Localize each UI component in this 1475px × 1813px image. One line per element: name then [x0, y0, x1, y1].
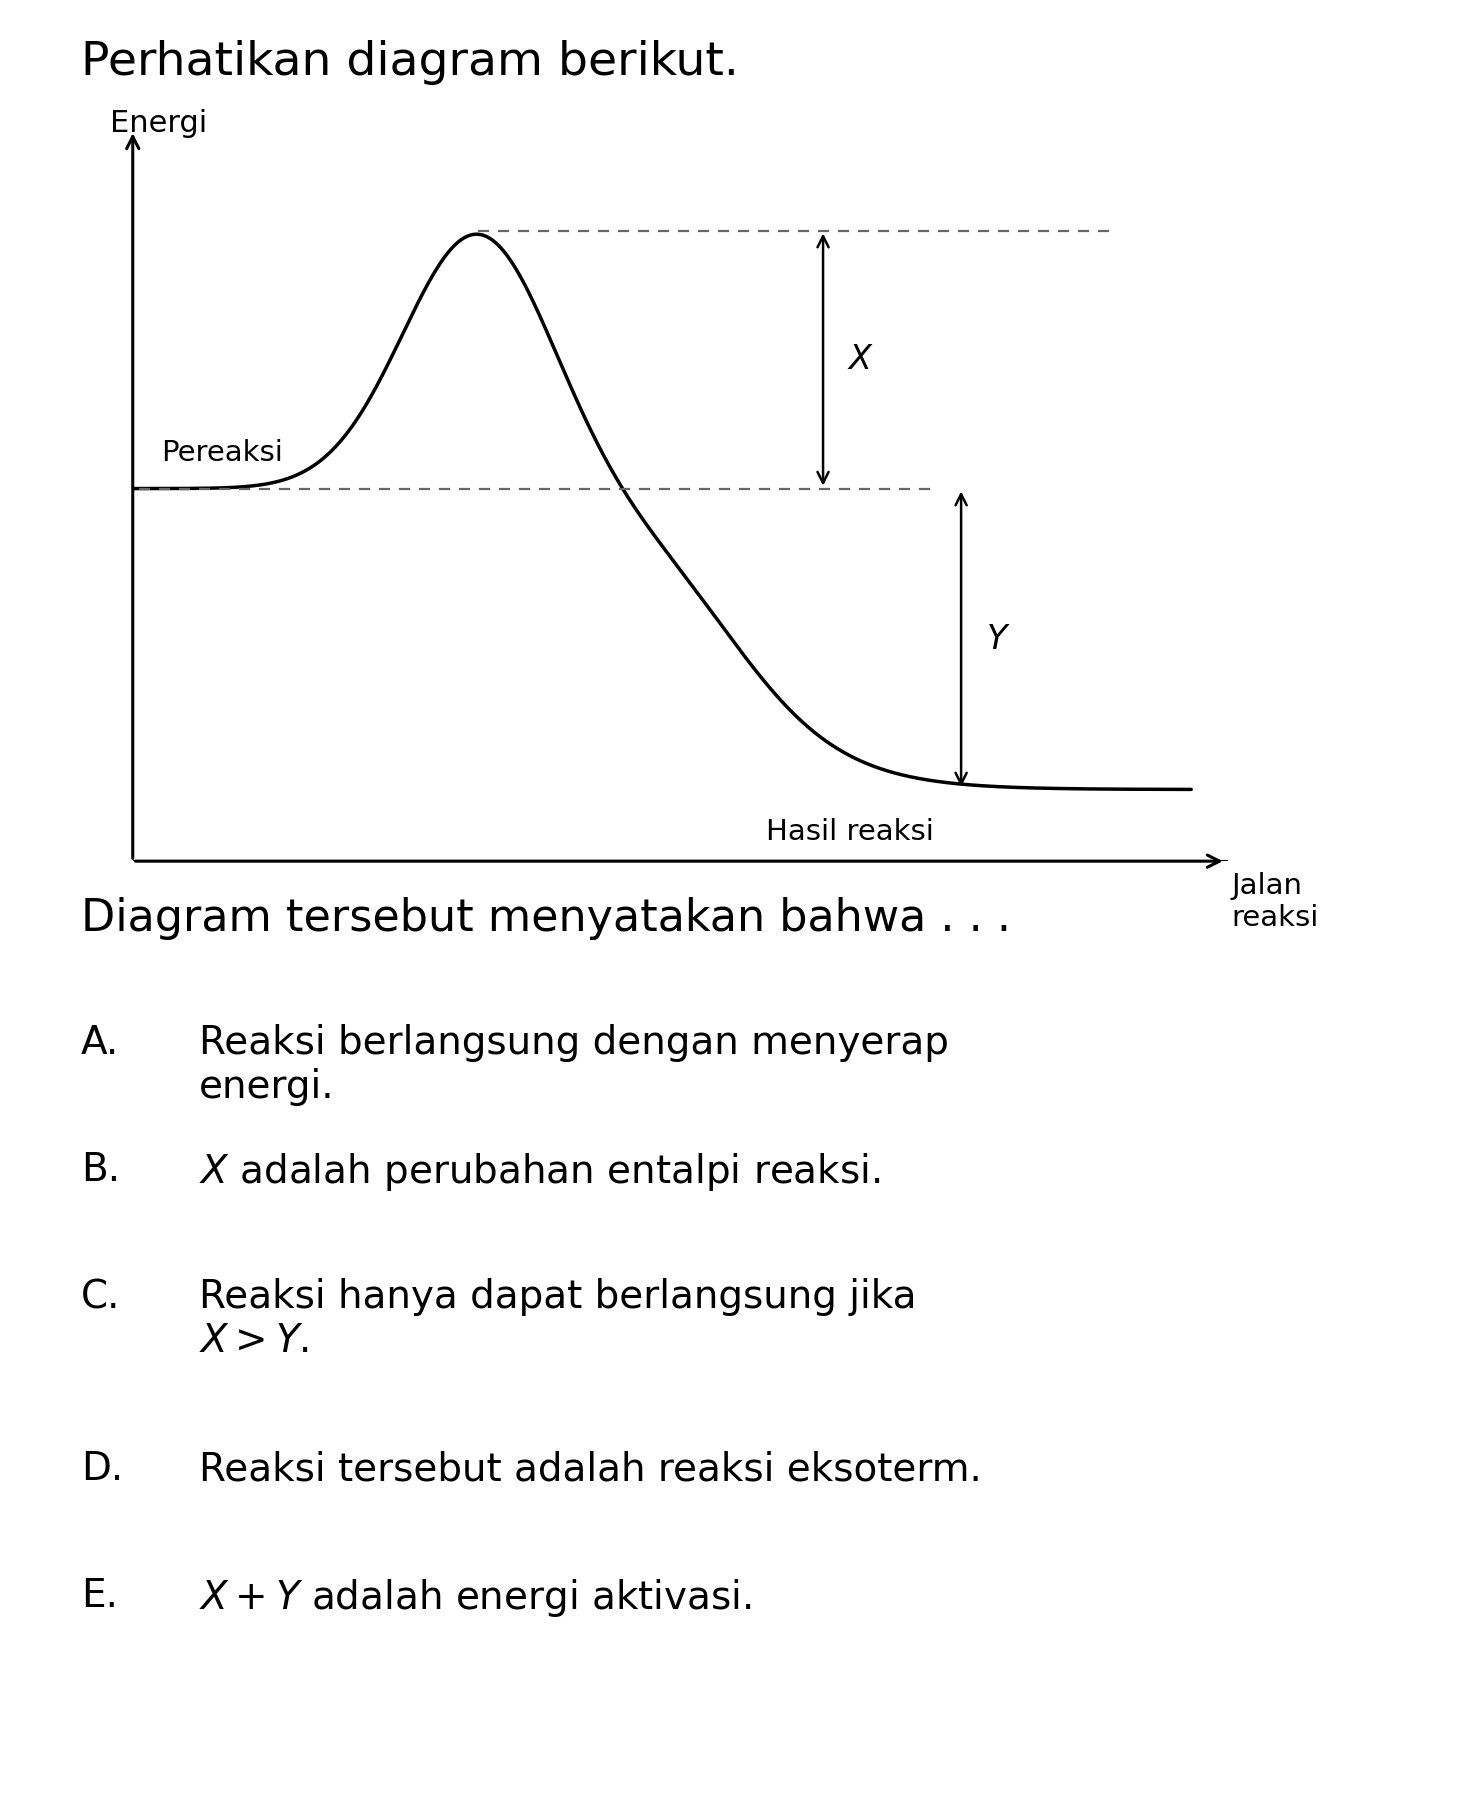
Text: E.: E. — [81, 1577, 118, 1615]
Text: X: X — [848, 343, 872, 375]
Text: $X$ adalah perubahan entalpi reaksi.: $X$ adalah perubahan entalpi reaksi. — [199, 1151, 881, 1193]
Text: Reaksi berlangsung dengan menyerap
energi.: Reaksi berlangsung dengan menyerap energ… — [199, 1024, 948, 1106]
Text: B.: B. — [81, 1151, 121, 1189]
Text: Energi: Energi — [109, 109, 206, 138]
Text: Reaksi hanya dapat berlangsung jika
$X > Y.$: Reaksi hanya dapat berlangsung jika $X >… — [199, 1278, 916, 1360]
Text: Diagram tersebut menyatakan bahwa . . .: Diagram tersebut menyatakan bahwa . . . — [81, 897, 1012, 941]
Text: A.: A. — [81, 1024, 119, 1062]
Text: Perhatikan diagram berikut.: Perhatikan diagram berikut. — [81, 40, 739, 85]
Text: Jalan
reaksi: Jalan reaksi — [1232, 872, 1319, 932]
Text: D.: D. — [81, 1450, 124, 1488]
Text: $X + Y$ adalah energi aktivasi.: $X + Y$ adalah energi aktivasi. — [199, 1577, 752, 1619]
Text: Y: Y — [987, 622, 1007, 656]
Text: Reaksi tersebut adalah reaksi eksoterm.: Reaksi tersebut adalah reaksi eksoterm. — [199, 1450, 982, 1488]
Text: Hasil reaksi: Hasil reaksi — [766, 818, 934, 847]
Text: Pereaksi: Pereaksi — [162, 439, 283, 468]
Text: C.: C. — [81, 1278, 121, 1316]
